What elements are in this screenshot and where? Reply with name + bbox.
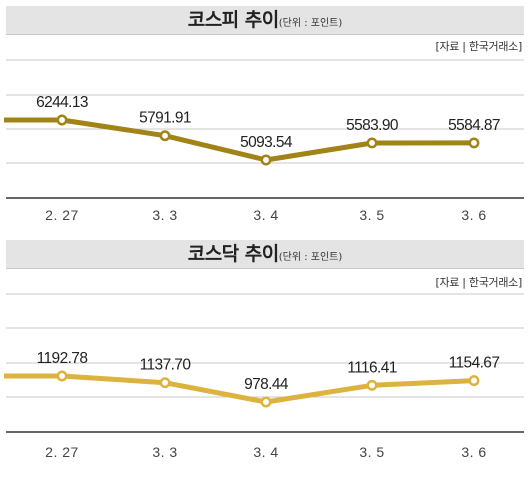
kospi-title-bar: 코스피 추이(단위 : 포인트) [6,6,524,35]
kosdaq-data-label: 978.44 [244,376,289,393]
kospi-tick-label: 3. 6 [461,207,486,223]
kosdaq-data-point [468,375,480,387]
kosdaq-unit-note: (단위 : 포인트) [278,252,343,263]
kosdaq-data-label: 1137.70 [140,357,192,374]
kosdaq-data-label: 1192.78 [37,350,88,367]
kospi-line-chart: 6244.13 2. 27 5791.91 3. 3 5093.54 3. 4 5583.9… [4,59,524,223]
kosdaq-data-point [260,396,272,408]
kospi-unit-note: (단위 : 포인트) [278,18,343,29]
kosdaq-data-point [159,377,171,389]
kospi-data-point [260,154,272,166]
kospi-data-point [56,114,68,126]
kospi-data-label: 5791.91 [139,110,191,127]
kosdaq-tick-label: 3. 6 [461,444,486,460]
kosdaq-series-line [4,373,475,405]
kospi-tick-label: 2. 27 [45,207,79,223]
kospi-tick-label: 3. 3 [152,207,177,223]
kosdaq-data-label: 1154.67 [449,355,500,372]
kosdaq-title: 코스닥 추이 [187,243,280,265]
kospi-data-label: 5583.90 [346,117,399,134]
kospi-tick-label: 3. 5 [359,207,384,223]
kospi-title: 코스피 추이 [187,9,280,31]
kospi-tick-label: 3. 4 [253,207,278,223]
kospi-data-point [366,137,378,149]
kospi-source: [자료 | 한국거래소] [435,40,522,53]
kosdaq-title-bar: 코스닥 추이(단위 : 포인트) [6,240,524,269]
kosdaq-data-point [366,379,378,391]
kospi-data-point [468,137,480,149]
kosdaq-tick-label: 3. 4 [253,444,278,460]
kospi-data-label: 5584.87 [448,117,500,134]
kosdaq-data-point [56,370,68,382]
kospi-data-label: 6244.13 [36,94,88,111]
kosdaq-tick-label: 3. 5 [359,444,384,460]
kosdaq-data-label: 1116.41 [347,359,397,376]
kospi-data-point [159,130,171,142]
kosdaq-tick-label: 2. 27 [45,444,79,460]
kosdaq-tick-label: 3. 3 [152,444,177,460]
kospi-series-line [4,117,475,163]
kosdaq-source: [자료 | 한국거래소] [435,276,522,289]
kospi-data-label: 5093.54 [240,134,293,151]
